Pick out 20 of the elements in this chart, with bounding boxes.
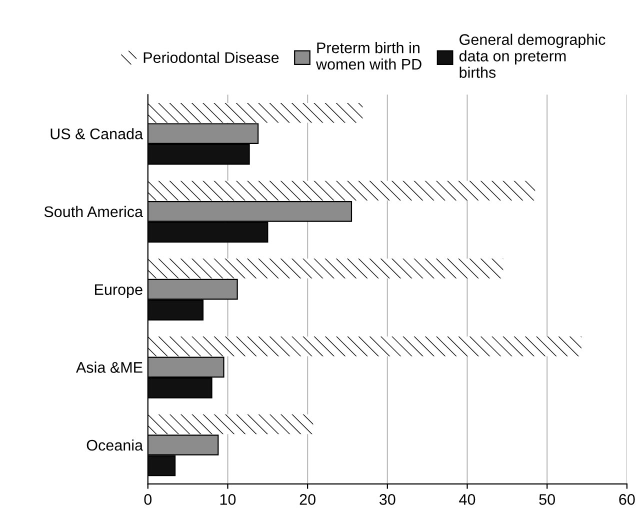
y-tick-label: Europe xyxy=(95,284,142,298)
y-tick-label: Oceania xyxy=(86,439,144,451)
x-tick-label: 30 xyxy=(379,494,396,505)
bar xyxy=(148,336,582,356)
y-tick-label: US & Canada xyxy=(50,128,144,140)
bar xyxy=(148,180,536,201)
x-tick-label: 10 xyxy=(220,494,236,505)
x-tick-label: 50 xyxy=(539,494,555,505)
x-tick-label: 0 xyxy=(144,494,152,505)
x-tick-label: 20 xyxy=(300,494,316,505)
bar xyxy=(148,258,504,278)
y-tick-label: Asia &ME xyxy=(76,362,142,373)
x-tick-label: 60 xyxy=(619,494,635,505)
bar xyxy=(148,102,363,123)
bar xyxy=(148,414,314,434)
legend-label: Preterm birth in women with PD xyxy=(316,42,422,70)
legend-label: Periodontal Disease xyxy=(144,52,279,64)
x-tick-label: 40 xyxy=(459,494,476,505)
legend-label: General demographic data on preterm births xyxy=(459,34,606,78)
y-tick-label: South America xyxy=(44,206,144,218)
